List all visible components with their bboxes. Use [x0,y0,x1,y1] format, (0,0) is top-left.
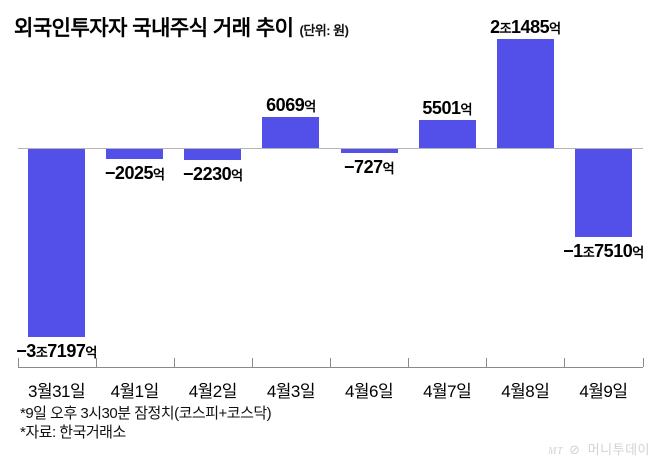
moneytoday-logo: MT ⊘ 머니투데이 [548,439,650,458]
bar-value-label: 2조1485억 [415,17,635,39]
bar-value-label-segment: 억 [632,245,644,261]
x-axis-category-label: 4월1일 [110,382,160,401]
x-axis-category-label: 4월8일 [501,382,550,401]
bar-value-label-segment: 6069 [266,95,305,116]
bar-value-label: −727억 [259,157,479,179]
x-axis-tick [251,358,253,367]
bar-value-label: −2230억 [103,164,323,186]
bar-value-label-segment: 1485 [511,17,550,38]
chart-bar [28,149,86,337]
chart-bar [340,149,398,153]
x-axis-tick [564,358,566,367]
logo-name-text: 머니투데이 [587,442,650,457]
chart-title: 외국인투자자 국내주식 거래 추이 (단위: 원) [14,12,349,42]
x-axis-category-label: 4월9일 [579,382,628,401]
logo-mt-text: MT [548,446,564,457]
logo-circle-icon: ⊘ [569,442,581,457]
x-axis-tick [408,358,410,367]
bar-value-label-segment: −727 [344,156,383,177]
bar-value-label-segment: −1 [563,241,583,262]
bar-value-label-segment: 조 [582,245,595,261]
chart-bar [262,117,320,148]
bar-value-label-segment: 조 [35,345,48,360]
bar-value-label-segment: 2 [490,17,500,38]
x-axis-category-label: 4월3일 [266,382,316,401]
x-axis-tick [95,358,97,367]
bar-value-label-segment: 5501 [422,98,461,119]
bar-value-label-segment: 억 [304,99,316,115]
bar-value-label-segment: 억 [152,167,165,183]
chart-bar [184,149,242,161]
bar-value-label: −1조7510억 [493,241,658,263]
bar-value-label-segment: 억 [231,168,243,184]
zero-baseline [17,148,643,149]
chart-title-text: 외국인투자자 국내주식 거래 추이 [14,17,294,40]
chart-footnotes: *9일 오후 3시30분 잠정치(코스피+코스닥) *자료: 한국거래소 [20,404,272,442]
bar-value-label: −3조7197억 [0,341,167,363]
bar-value-label-segment: 7510 [594,241,633,262]
x-axis-category-label: 4월7일 [423,382,472,401]
x-axis-tick [17,358,19,367]
bar-value-label: 6069억 [181,95,401,117]
chart-bar [496,39,554,148]
bar-value-label: −2025억 [25,163,245,185]
bar-value-label-segment: 억 [85,345,97,360]
x-axis-category-label: 3월31일 [27,382,86,401]
bar-value-label-segment: 억 [382,160,395,176]
footnote-provisional: *9일 오후 3시30분 잠정치(코스피+코스닥) [20,405,272,422]
x-axis-category-label: 4월2일 [188,382,238,401]
chart-bar [106,149,164,160]
bar-value-label-segment: 7197 [47,341,86,361]
footnote-source: *자료: 한국거래소 [20,424,126,441]
x-axis-category-label: 4월6일 [344,382,394,401]
bar-value-label-segment: 조 [499,21,512,37]
x-axis-tick [642,358,644,367]
bar-value-label-segment: −3 [16,341,36,361]
chart-bar [418,120,476,148]
x-axis-tick [173,358,175,367]
bar-value-label-segment: −2025 [104,163,154,184]
bar-value-label-segment: −2230 [183,164,232,185]
x-axis-tick [330,358,331,367]
chart-unit-label: (단위: 원) [299,23,349,38]
x-axis-line [17,367,643,368]
chart-bar [574,149,632,238]
bar-value-label-segment: 억 [549,21,561,37]
bar-value-label-segment: 억 [460,102,472,118]
x-axis-tick [486,358,488,367]
bar-value-label: 5501억 [337,98,557,120]
